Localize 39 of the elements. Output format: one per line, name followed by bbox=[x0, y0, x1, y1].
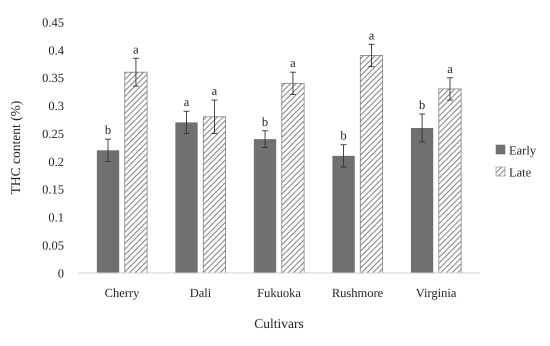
annotation: a bbox=[290, 56, 296, 70]
annotation: a bbox=[212, 84, 218, 98]
annotation: b bbox=[340, 128, 347, 143]
annotation: a bbox=[184, 95, 190, 110]
bar bbox=[438, 88, 462, 274]
y-tick-label: 0.25 bbox=[42, 126, 64, 141]
y-tick-label: 0.45 bbox=[42, 15, 64, 30]
bar bbox=[124, 72, 148, 274]
bar bbox=[360, 55, 384, 274]
y-axis-title: THC content (%) bbox=[8, 100, 23, 194]
bar bbox=[254, 139, 276, 273]
y-tick-label: 0 bbox=[58, 266, 64, 280]
x-axis-title: Cultivars bbox=[254, 316, 304, 331]
y-tick-label: 0.3 bbox=[48, 99, 64, 114]
y-tick-label: 0.1 bbox=[48, 210, 64, 225]
y-tick-label: 0.15 bbox=[42, 182, 64, 197]
y-tick-label: 0.2 bbox=[48, 154, 64, 169]
bar bbox=[332, 156, 355, 273]
x-tick-label: Cherry bbox=[104, 286, 140, 300]
bar bbox=[410, 128, 434, 273]
annotation: b bbox=[262, 114, 268, 129]
y-tick-label: 0.4 bbox=[48, 43, 65, 58]
annotation: a bbox=[368, 28, 375, 42]
annotation: a bbox=[447, 62, 454, 76]
bar bbox=[96, 150, 120, 273]
legend-label: Early bbox=[509, 143, 537, 158]
x-tick-label: Virginia bbox=[416, 286, 457, 300]
annotation: b bbox=[418, 98, 426, 112]
y-tick-label: 0.05 bbox=[42, 238, 64, 252]
bar bbox=[175, 122, 198, 273]
annotation: b bbox=[104, 123, 112, 138]
bar bbox=[281, 82, 305, 274]
legend-label: Late bbox=[509, 165, 532, 180]
x-tick-label: Rushmore bbox=[332, 286, 384, 300]
y-tick-label: 0.35 bbox=[42, 71, 64, 86]
bar bbox=[202, 116, 226, 274]
x-tick-label: Fukuoka bbox=[257, 286, 302, 300]
x-tick-label: Dali bbox=[190, 286, 212, 300]
annotation: a bbox=[133, 42, 140, 56]
